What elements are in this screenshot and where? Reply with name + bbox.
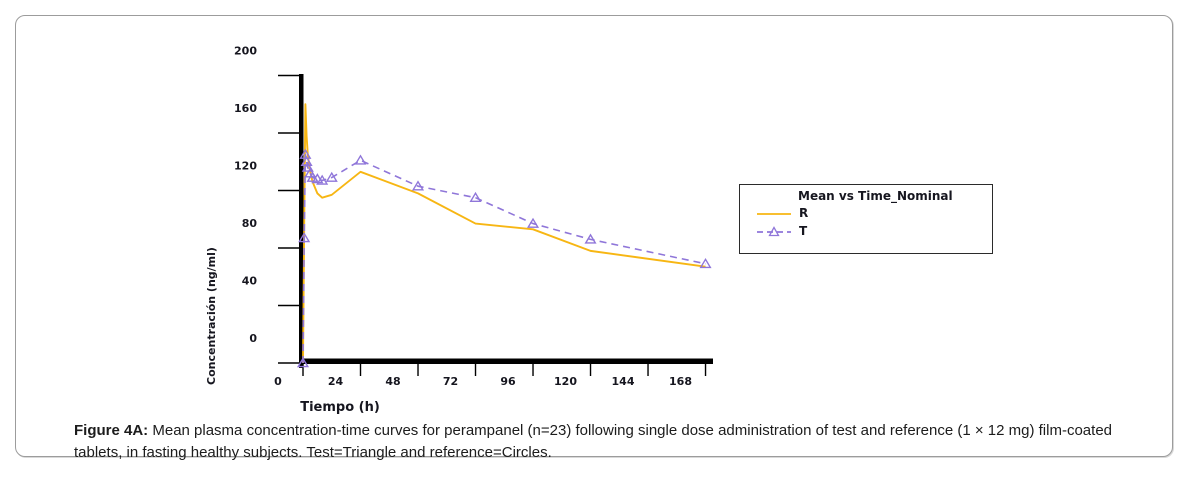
x-tick-label: 96 [500, 375, 516, 388]
x-tick-label: 0 [274, 375, 282, 388]
y-tick-label: 160 [234, 102, 257, 115]
legend-label-r: R [799, 206, 809, 220]
series-T-marker-triangle [298, 232, 311, 243]
figure-card: 0 40 80 120 160 200 0 24 48 72 96 120 144 168 Tiempo (… [15, 15, 1173, 461]
x-tick-label: 120 [554, 375, 577, 388]
series-T-marker-triangle [325, 171, 338, 182]
caption-line-1: Figure 4A: Mean plasma concentration-tim… [74, 420, 1146, 442]
series-R-line [302, 103, 706, 364]
concentration-time-plot: 0 40 80 120 160 200 0 24 48 72 96 120 144 168 Tiempo (… [205, 45, 713, 415]
x-axis-title: Tiempo (h) [300, 400, 380, 415]
legend-entry-test: T [740, 224, 992, 240]
y-tick-label: 80 [242, 217, 258, 230]
caption-figure-number: Figure 4A: [74, 422, 149, 439]
series-T-marker-triangle [699, 257, 712, 269]
y-axis-line [299, 74, 304, 368]
series-T-marker-triangle [316, 174, 329, 185]
legend-label-t: T [799, 224, 808, 238]
x-tick-label: 24 [328, 375, 344, 388]
x-tick-label: 48 [385, 375, 400, 388]
x-tick-label: 144 [612, 375, 635, 388]
y-tick-label: 0 [249, 332, 257, 345]
y-tick-label: 200 [234, 45, 257, 58]
y-axis-title: Concentración (ng/ml) [205, 247, 218, 385]
legend-entry-reference: R [740, 206, 992, 222]
x-axis-line [299, 358, 713, 364]
caption-text-2: tablets, in fasting healthy subjects. Te… [74, 444, 552, 461]
y-tick-label: 120 [234, 160, 257, 173]
x-tick-label: 168 [669, 375, 692, 388]
legend-swatch-solid-line [757, 213, 791, 215]
series-T-marker-triangle [306, 171, 319, 182]
series-T-marker-triangle [411, 180, 425, 191]
y-tick-label: 40 [242, 275, 258, 288]
caption-text-1: Mean plasma concentration-time curves fo… [148, 422, 1113, 439]
series-T-marker-triangle [301, 161, 314, 172]
figure-caption: Figure 4A: Mean plasma concentration-tim… [74, 420, 1146, 464]
legend-swatch-dashed-triangle-line [757, 226, 791, 237]
chart-legend: Mean vs Time_Nominal R T [739, 184, 993, 254]
series-T-marker-triangle [526, 217, 540, 228]
legend-swatch-triangle [768, 226, 780, 237]
series-T-marker-triangle [311, 173, 324, 184]
caption-line-2: tablets, in fasting healthy subjects. Te… [74, 442, 1146, 464]
legend-title: Mean vs Time_Nominal [798, 189, 953, 203]
series-T-marker-triangle [354, 154, 367, 165]
series-T-marker-triangle [296, 357, 310, 368]
x-tick-label: 72 [443, 375, 458, 388]
series-T-marker-triangle [584, 233, 597, 244]
series-T-marker-triangle [469, 191, 482, 202]
